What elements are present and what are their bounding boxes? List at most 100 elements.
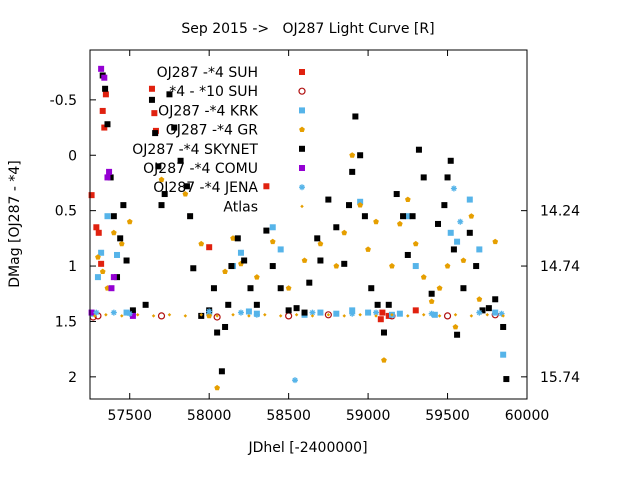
data-point bbox=[397, 220, 403, 227]
data-point bbox=[98, 249, 105, 256]
data-point bbox=[95, 229, 102, 236]
data-point bbox=[435, 220, 442, 227]
data-point bbox=[420, 174, 427, 181]
data-point bbox=[310, 314, 315, 318]
data-point bbox=[473, 263, 480, 270]
data-point bbox=[118, 240, 125, 247]
data-point bbox=[157, 312, 166, 320]
data-point bbox=[468, 213, 475, 219]
data-points bbox=[88, 65, 510, 391]
data-point bbox=[476, 246, 483, 253]
data-point bbox=[412, 240, 419, 247]
data-point bbox=[450, 246, 457, 253]
data-point bbox=[98, 65, 105, 72]
axis-ticks: 57500 58000 58500 59000 59500 60000 -0.5 0 0.5 1 1… bbox=[50, 50, 580, 424]
data-point bbox=[167, 313, 172, 317]
data-point bbox=[436, 285, 443, 291]
data-point bbox=[93, 314, 97, 318]
data-point bbox=[500, 323, 507, 330]
data-point bbox=[99, 107, 106, 114]
data-point bbox=[357, 198, 364, 205]
data-point bbox=[428, 310, 435, 317]
data-point bbox=[317, 257, 324, 264]
legend-label: OJ287 -*4 KRK bbox=[158, 103, 259, 119]
x-tick-label: 60000 bbox=[505, 408, 550, 424]
data-point bbox=[447, 229, 454, 236]
legend-marker bbox=[299, 126, 305, 132]
data-point bbox=[108, 285, 115, 292]
right-tick-label: 14.24 bbox=[540, 204, 580, 220]
data-point bbox=[381, 357, 387, 363]
legend-marker bbox=[300, 204, 304, 209]
y-tick-label: 0.5 bbox=[55, 204, 77, 220]
data-point bbox=[161, 191, 168, 198]
data-point bbox=[492, 238, 499, 245]
legend-label: OJ287 -*4 COMU bbox=[143, 161, 258, 177]
legend-marker bbox=[299, 107, 305, 114]
data-point bbox=[301, 257, 308, 263]
data-point bbox=[317, 309, 324, 316]
data-point bbox=[269, 263, 276, 270]
data-point bbox=[341, 260, 348, 267]
data-point bbox=[349, 152, 356, 158]
data-point bbox=[129, 312, 136, 319]
data-point bbox=[151, 314, 156, 318]
data-point bbox=[409, 213, 416, 220]
data-point bbox=[158, 202, 165, 209]
data-point bbox=[225, 301, 232, 308]
data-point bbox=[346, 202, 353, 209]
data-point bbox=[379, 309, 386, 316]
data-point bbox=[428, 298, 435, 304]
data-point bbox=[405, 196, 411, 202]
data-point bbox=[431, 311, 438, 318]
data-point bbox=[187, 213, 194, 220]
data-point bbox=[393, 191, 400, 198]
data-point bbox=[135, 313, 140, 317]
data-point bbox=[492, 309, 499, 316]
data-point bbox=[214, 384, 220, 391]
data-point bbox=[107, 174, 114, 181]
data-point bbox=[120, 202, 127, 209]
data-point bbox=[228, 263, 235, 270]
series-3 bbox=[90, 196, 507, 358]
data-point bbox=[277, 285, 284, 292]
data-point bbox=[443, 312, 452, 320]
data-point bbox=[342, 314, 347, 318]
data-point bbox=[454, 331, 461, 338]
legend-marker bbox=[299, 69, 305, 75]
data-point bbox=[183, 183, 190, 190]
data-point bbox=[452, 324, 459, 330]
x-tick-label: 59500 bbox=[425, 408, 470, 424]
data-point bbox=[278, 314, 283, 318]
data-point bbox=[479, 307, 486, 314]
data-point bbox=[241, 257, 248, 264]
data-point bbox=[314, 235, 321, 242]
data-point bbox=[352, 113, 359, 120]
data-point bbox=[111, 229, 117, 236]
data-point bbox=[95, 254, 101, 260]
plot-frame bbox=[89, 49, 528, 400]
data-point bbox=[102, 85, 109, 92]
data-point bbox=[373, 309, 380, 316]
data-point bbox=[237, 249, 244, 256]
data-point bbox=[396, 310, 403, 317]
data-point bbox=[88, 309, 95, 316]
data-point bbox=[234, 235, 241, 242]
data-point bbox=[368, 285, 375, 292]
legend-label: OJ287 -*4 GR bbox=[166, 123, 259, 139]
data-point bbox=[101, 74, 108, 81]
legend-label: Atlas bbox=[223, 199, 258, 215]
data-point bbox=[110, 274, 117, 281]
data-point bbox=[247, 285, 254, 292]
data-point bbox=[93, 224, 100, 231]
data-point bbox=[93, 309, 100, 316]
data-point bbox=[385, 301, 392, 308]
data-point bbox=[420, 274, 427, 280]
data-point bbox=[110, 213, 117, 220]
data-point bbox=[104, 213, 111, 220]
data-point bbox=[306, 279, 313, 286]
data-point bbox=[450, 185, 457, 192]
data-point bbox=[190, 265, 197, 272]
data-point bbox=[213, 313, 221, 321]
